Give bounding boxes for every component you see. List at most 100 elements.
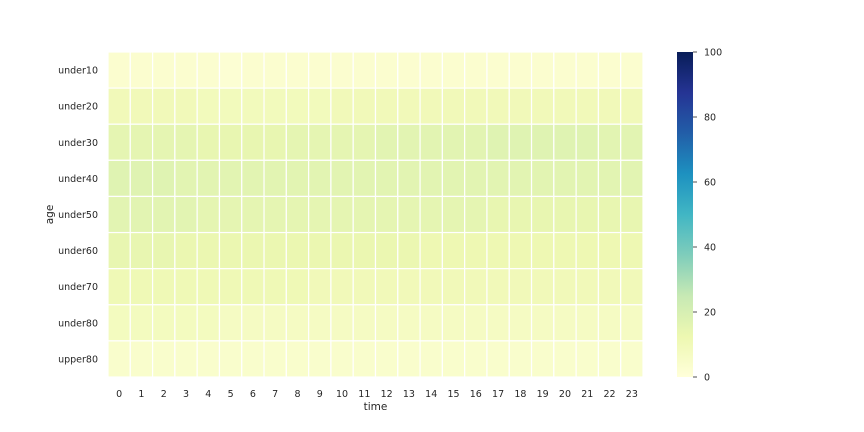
heatmap-cell (464, 195, 488, 234)
heatmap-cell (486, 195, 510, 234)
heatmap-cell (263, 51, 287, 89)
heatmap-cell (508, 231, 533, 270)
heatmap-cell (553, 51, 577, 89)
heatmap-cell (620, 231, 644, 270)
heatmap-cell (285, 159, 310, 198)
x-tick-label: 17 (492, 389, 504, 400)
heatmap-cell (530, 231, 555, 270)
heatmap-cell (174, 159, 198, 198)
heatmap-cell (419, 51, 443, 89)
heatmap-cell (285, 87, 310, 125)
colorbar-ticks: 0 20 40 60 80 100 (693, 48, 722, 384)
heatmap-cell (530, 51, 555, 89)
heatmap-cell (352, 195, 377, 234)
heatmap-cell (575, 340, 600, 378)
heatmap-cell (196, 159, 221, 198)
y-tick-label: under70 (58, 282, 98, 293)
y-tick-labels: under10 under20 under30 under40 under50 under… (58, 66, 98, 366)
heatmap-cell (441, 123, 466, 161)
heatmap-cell (151, 123, 176, 161)
heatmap-cell (308, 231, 332, 270)
heatmap-cell (397, 87, 421, 125)
heatmap-cell (196, 123, 221, 161)
heatmap-cell (174, 340, 198, 378)
x-tick-label: 16 (470, 389, 482, 400)
heatmap-cell (196, 304, 221, 342)
heatmap-cell (553, 231, 577, 270)
heatmap-cell (330, 268, 354, 306)
heatmap-cell (129, 51, 154, 89)
colorbar-tick-label: 80 (704, 113, 716, 124)
heatmap-cell (620, 304, 644, 342)
x-tick-label: 19 (537, 389, 549, 400)
heatmap-cell (441, 231, 466, 270)
heatmap-cell (129, 159, 154, 198)
heatmap-cell (374, 87, 399, 125)
heatmap-cell (107, 268, 131, 306)
heatmap-cell (419, 268, 443, 306)
heatmap-cell (174, 195, 198, 234)
heatmap-cell (218, 87, 243, 125)
heatmap-cell (308, 195, 332, 234)
x-tick-label: 4 (205, 389, 211, 400)
heatmap-cell (151, 195, 176, 234)
y-tick-label: under10 (58, 66, 98, 77)
heatmap-cell (597, 304, 622, 342)
y-tick-label: under50 (58, 210, 98, 221)
heatmap-cell (620, 340, 644, 378)
heatmap-cell (508, 87, 533, 125)
heatmap-cell (330, 159, 354, 198)
heatmap-cell (575, 123, 600, 161)
heatmap-cell (107, 159, 131, 198)
heatmap-cell (575, 268, 600, 306)
heatmap-cell (508, 304, 533, 342)
x-tick-label: 3 (183, 389, 189, 400)
heatmap-cell (374, 231, 399, 270)
heatmap-cell (597, 195, 622, 234)
heatmap-cell (352, 340, 377, 378)
heatmap-cell (174, 51, 198, 89)
y-tick-label: under60 (58, 246, 98, 257)
heatmap-cell (486, 51, 510, 89)
y-tick-label: under80 (58, 318, 98, 329)
heatmap-cell (397, 123, 421, 161)
heatmap-cell (330, 340, 354, 378)
heatmap-cell (374, 195, 399, 234)
heatmap-cell (597, 51, 622, 89)
heatmap-cell (241, 231, 265, 270)
x-tick-label: 9 (317, 389, 323, 400)
heatmap-cell (196, 195, 221, 234)
heatmap-cell (352, 304, 377, 342)
heatmap-cell (196, 87, 221, 125)
heatmap-cell (218, 304, 243, 342)
heatmap-cell (530, 195, 555, 234)
heatmap-cell (530, 304, 555, 342)
heatmap-cell (374, 159, 399, 198)
heatmap-cell (285, 195, 310, 234)
heatmap-cell (620, 195, 644, 234)
heatmap-cell (620, 159, 644, 198)
heatmap-cell (308, 268, 332, 306)
heatmap-cell (597, 123, 622, 161)
heatmap-cell (285, 231, 310, 270)
heatmap-cell (151, 159, 176, 198)
heatmap-cell (174, 304, 198, 342)
heatmap-cell (352, 51, 377, 89)
x-tick-label: 18 (514, 389, 526, 400)
y-tick-label: under40 (58, 174, 98, 185)
heatmap-cell (107, 304, 131, 342)
heatmap-cell (374, 268, 399, 306)
heatmap-cell (241, 195, 265, 234)
heatmap-cell (330, 51, 354, 89)
heatmap-cell (441, 159, 466, 198)
heatmap-cell (486, 231, 510, 270)
heatmap-cell (218, 231, 243, 270)
heatmap-cell (508, 123, 533, 161)
x-tick-label: 7 (272, 389, 278, 400)
heatmap-cell (553, 159, 577, 198)
heatmap-cell (330, 231, 354, 270)
colorbar (677, 52, 693, 377)
heatmap-cell (308, 123, 332, 161)
heatmap-cell (553, 87, 577, 125)
